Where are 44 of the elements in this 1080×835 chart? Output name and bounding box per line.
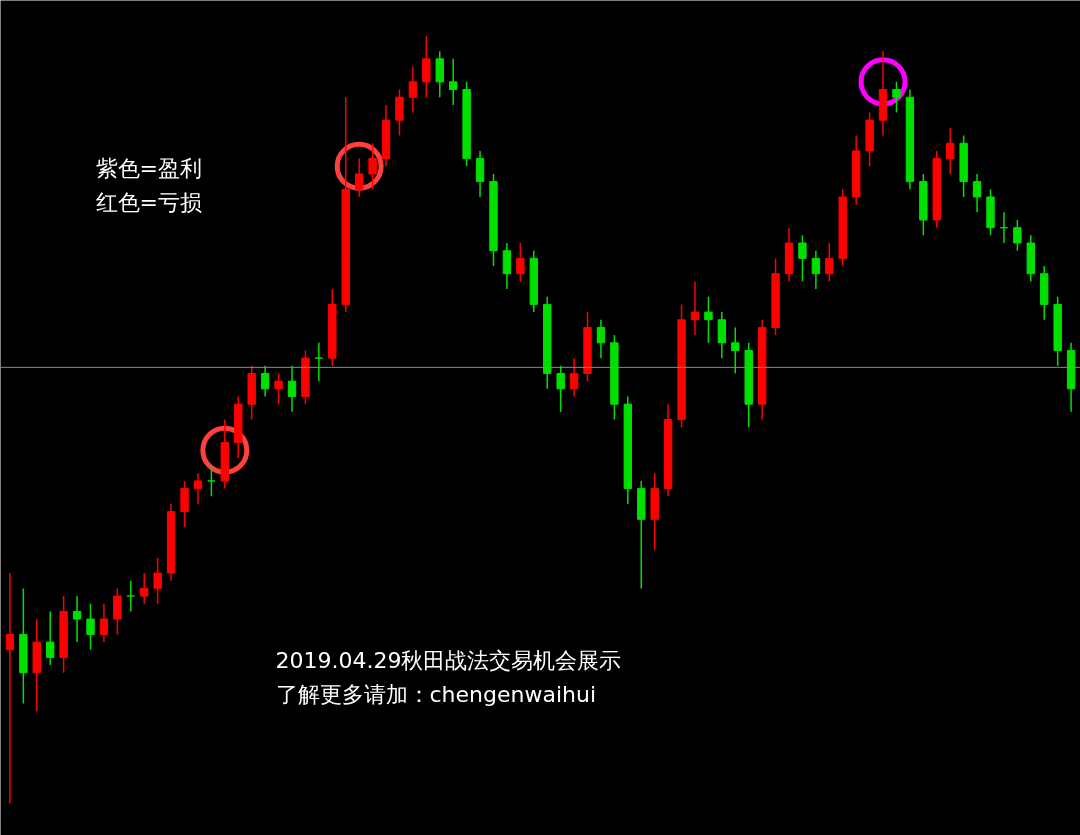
annotation: 了解更多请加：chengenwaihui (275, 681, 597, 707)
candlestick (207, 464, 216, 498)
candlestick (972, 173, 982, 214)
candlestick (475, 150, 485, 198)
candlestick (556, 365, 565, 413)
candlestick (731, 326, 740, 375)
candlestick (502, 242, 512, 290)
candlestick (72, 595, 82, 643)
candlestick (46, 610, 55, 666)
candlestick (569, 357, 579, 398)
candlestick (86, 602, 95, 651)
candlestick (516, 242, 525, 283)
annotation: 红色=亏损 (95, 189, 202, 215)
candlestick (260, 365, 270, 398)
candlestick (1013, 219, 1022, 252)
candlestick (314, 342, 324, 382)
candlestick (811, 249, 821, 290)
candlestick (596, 319, 606, 359)
annotation: 紫色=盈利 (95, 155, 202, 181)
candlestick (435, 50, 444, 98)
candlestick (193, 472, 203, 505)
candlestick (946, 127, 955, 175)
annotation: 2019.04.29秋田战法交易机会展示 (275, 647, 622, 673)
candlestick (287, 365, 297, 413)
candlestick (153, 556, 162, 605)
candlestick (892, 81, 901, 114)
candlestick (99, 602, 109, 643)
candlestick (180, 480, 189, 528)
candlestick (704, 295, 713, 344)
candlestick (798, 234, 807, 283)
candlestick (113, 587, 122, 636)
candlestick (690, 280, 700, 336)
candlestick (126, 579, 135, 613)
candlestick (5, 572, 15, 805)
candlestick (717, 311, 727, 359)
candlestick (422, 35, 431, 98)
candlestick (448, 58, 458, 106)
candlestick (140, 572, 149, 605)
candlestick (274, 372, 283, 405)
candlestick (368, 142, 377, 191)
candlestick (408, 65, 418, 114)
candlestick (825, 242, 834, 283)
candlestick (395, 88, 404, 137)
candlestick (354, 157, 364, 198)
